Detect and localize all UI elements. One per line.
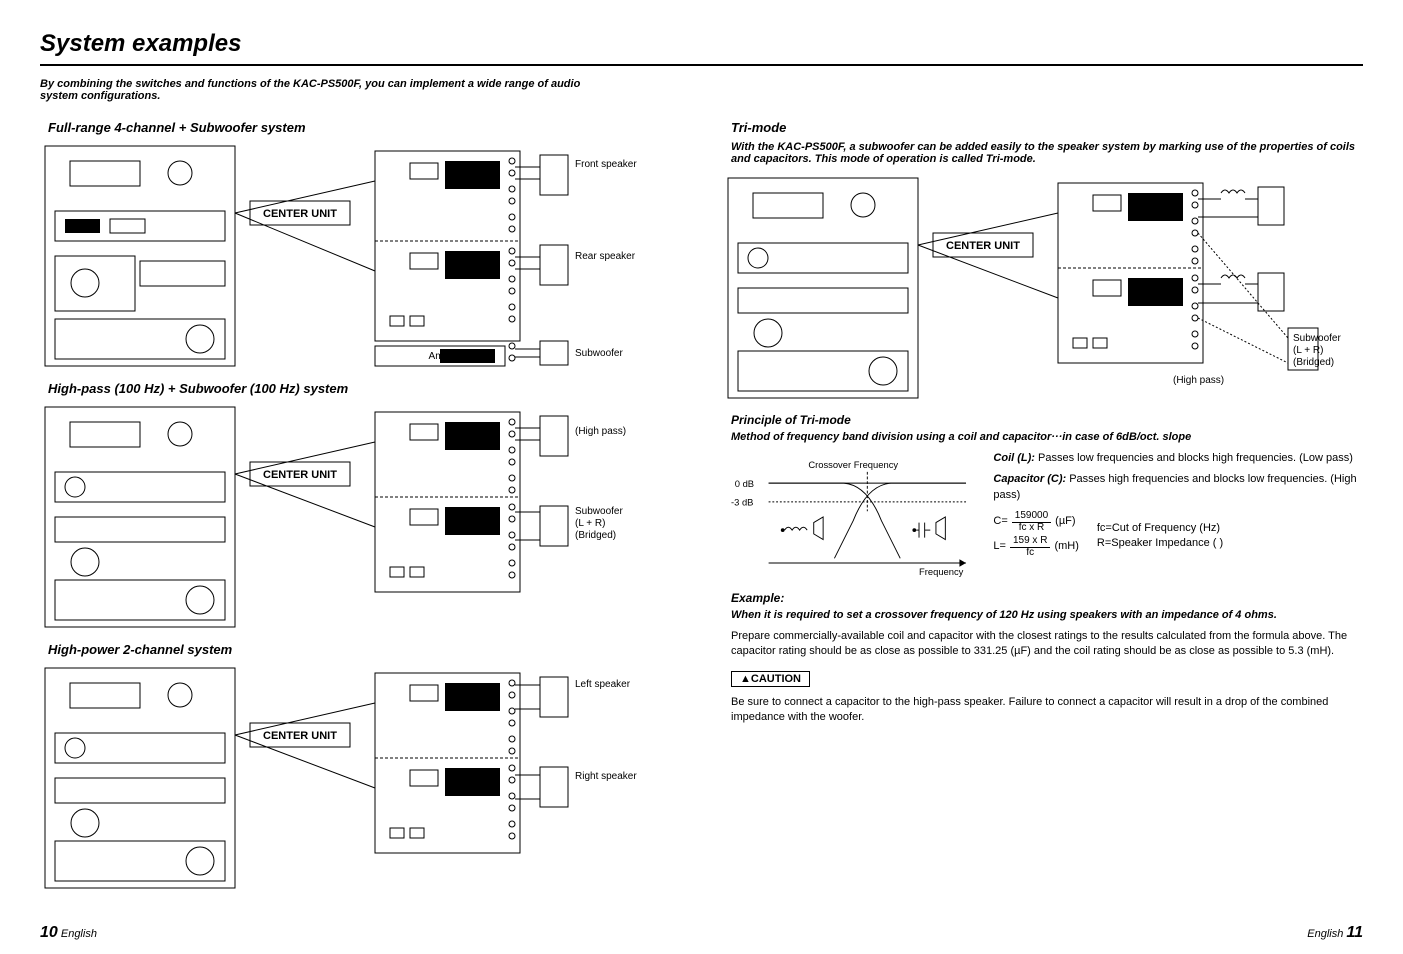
cap-text: Capacitor (C): Passes high frequencies a… [993, 472, 1363, 503]
intro-text: By combining the switches and functions … [40, 78, 600, 102]
tri-sub3-label: (Bridged) [1293, 357, 1334, 368]
tri-highpass-label: (High pass) [1173, 375, 1224, 386]
fc-label: fc=Cut of Frequency (Hz) [1097, 521, 1223, 536]
formula-l: L= 159 x Rfc (mH) [993, 536, 1078, 558]
s2-sub3-label: (Bridged) [575, 530, 616, 541]
s1-center-unit-label: CENTER UNIT [263, 208, 337, 220]
coil-text: Coil (L): Passes low frequencies and blo… [993, 451, 1363, 466]
svg-text:-3 dB: -3 dB [731, 497, 753, 508]
s1-subwoofer-label: Subwoofer [575, 348, 623, 359]
example-req: When it is required to set a crossover f… [731, 609, 1363, 621]
left-column: Full-range 4-channel + Subwoofer system … [40, 112, 673, 903]
page-title: System examples [40, 30, 1363, 66]
s3-left-speaker-label: Left speaker [575, 679, 631, 690]
s2-sub1-label: Subwoofer [575, 506, 623, 517]
s3-heading: High-power 2-channel system [48, 642, 673, 657]
right-column: Tri-mode With the KAC-PS500F, a subwoofe… [723, 112, 1363, 903]
s3-right-speaker-label: Right speaker [575, 771, 637, 782]
columns: Full-range 4-channel + Subwoofer system … [40, 112, 1363, 903]
tri-center-unit-label: CENTER UNIT [946, 240, 1020, 252]
footer-left: 10 English [40, 924, 97, 942]
tri-diagram: CENTER UNIT [723, 173, 1363, 403]
crossover-area: Crossover Frequency 0 dB -3 dB [731, 451, 1363, 581]
s1-front-speaker-label: Front speaker [575, 159, 637, 170]
s2-center-unit-label: CENTER UNIT [263, 469, 337, 481]
tri-desc: With the KAC-PS500F, a subwoofer can be … [731, 141, 1363, 165]
footer-right: English 11 [1307, 924, 1363, 942]
tri-sub1-label: Subwoofer [1293, 333, 1341, 344]
s1-diagram: CENTER UNIT [40, 141, 673, 371]
principle-sub: Method of frequency band division using … [731, 431, 1363, 443]
tri-heading: Tri-mode [731, 120, 1363, 135]
formula-c: C= 159000fc x R (µF) [993, 511, 1078, 533]
s3-center-unit-label: CENTER UNIT [263, 730, 337, 742]
caution-label: ▲CAUTION [731, 671, 810, 687]
s2-heading: High-pass (100 Hz) + Subwoofer (100 Hz) … [48, 381, 673, 396]
footer: 10 English English 11 [40, 924, 1363, 942]
principle-heading: Principle of Tri-mode [731, 413, 1363, 427]
s2-diagram: CENTER UNIT [40, 402, 673, 632]
svg-text:Frequency: Frequency [919, 566, 964, 577]
r-label: R=Speaker Impedance ( ) [1097, 536, 1223, 551]
crossover-graph: Crossover Frequency 0 dB -3 dB [731, 451, 975, 581]
s1-rear-speaker-label: Rear speaker [575, 251, 636, 262]
example-heading: Example: [731, 591, 1363, 605]
tri-sub2-label: (L + R) [1293, 345, 1323, 356]
s3-diagram: CENTER UNIT [40, 663, 673, 893]
caution-text: Be sure to connect a capacitor to the hi… [731, 695, 1363, 725]
s2-highpass-label: (High pass) [575, 426, 626, 437]
example-body: Prepare commercially-available coil and … [731, 629, 1363, 659]
s1-heading: Full-range 4-channel + Subwoofer system [48, 120, 673, 135]
svg-text:0 dB: 0 dB [735, 478, 754, 489]
svg-text:Crossover Frequency: Crossover Frequency [808, 459, 898, 470]
formula-block: Coil (L): Passes low frequencies and blo… [993, 451, 1363, 581]
s2-sub2-label: (L + R) [575, 518, 605, 529]
